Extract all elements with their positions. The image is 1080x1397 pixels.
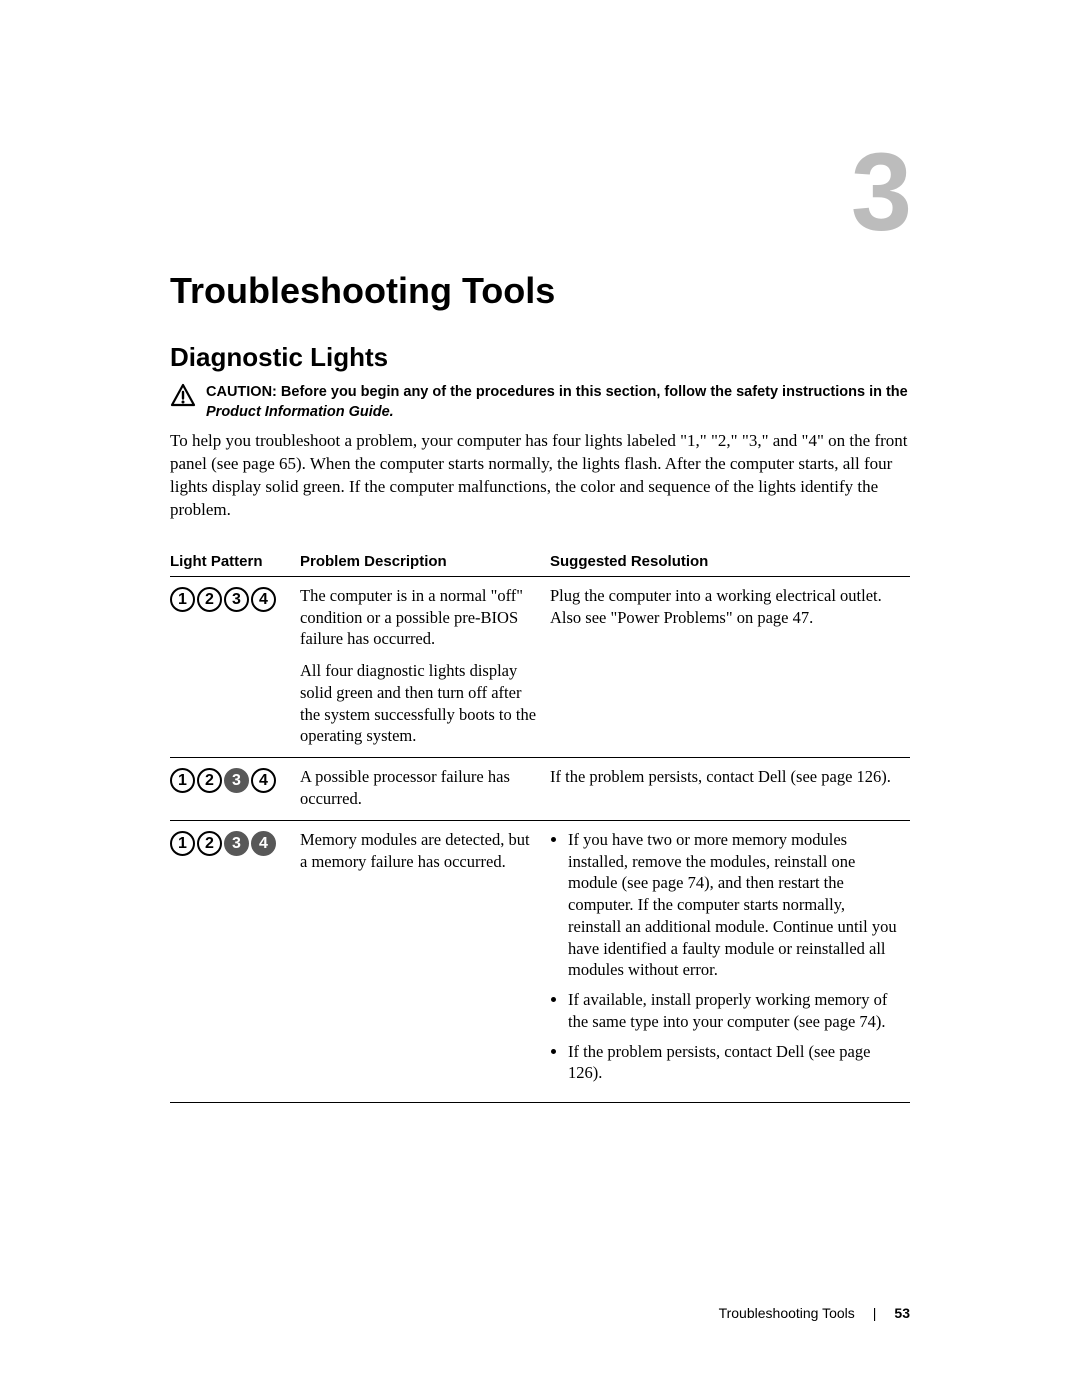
cell-problem-description: Memory modules are detected, but a memor… [300,820,550,1102]
cell-suggested-resolution: If you have two or more memory modules i… [550,820,910,1102]
page-footer: Troubleshooting Tools | 53 [719,1305,910,1321]
light-off-icon: 3 [224,587,249,612]
light-on-icon: 3 [224,831,249,856]
cell-problem-description: A possible processor failure has occurre… [300,758,550,821]
resolution-list-item: If the problem persists, contact Dell (s… [568,1041,900,1085]
light-off-icon: 1 [170,768,195,793]
resolution-list-item: If you have two or more memory modules i… [568,829,900,981]
light-off-icon: 4 [251,587,276,612]
caution-block: CAUTION: Before you begin any of the pro… [170,383,910,422]
resolution-list-item: If available, install properly working m… [568,989,900,1033]
intro-paragraph: To help you troubleshoot a problem, your… [170,430,910,522]
light-off-icon: 2 [197,768,222,793]
light-on-icon: 4 [251,831,276,856]
resolution-list: If you have two or more memory modules i… [550,829,900,1084]
document-page: 3 Troubleshooting Tools Diagnostic Light… [0,0,1080,1397]
light-off-icon: 2 [197,831,222,856]
light-on-icon: 3 [224,768,249,793]
table-row: 1234 A possible processor failure has occ… [170,758,910,821]
light-off-icon: 1 [170,831,195,856]
resolution-text: If the problem persists, contact Dell (s… [550,766,900,788]
footer-page-number: 53 [894,1305,910,1321]
table-row: 1234 Memory modules are detected, but a m… [170,820,910,1102]
section-title: Diagnostic Lights [170,342,910,373]
caution-guide-name: Product Information Guide. [206,404,394,420]
footer-section-name: Troubleshooting Tools [719,1305,855,1321]
caution-text: CAUTION: Before you begin any of the pro… [206,383,910,422]
footer-separator: | [873,1305,877,1321]
th-light-pattern: Light Pattern [170,547,300,577]
light-pattern: 1234 [170,768,290,793]
problem-text: Memory modules are detected, but a memor… [300,829,540,873]
chapter-number: 3 [851,138,912,248]
caution-label: CAUTION: [206,384,277,400]
light-off-icon: 4 [251,768,276,793]
light-pattern: 1234 [170,831,290,856]
light-off-icon: 1 [170,587,195,612]
cell-problem-description: The computer is in a normal "off" condit… [300,576,550,757]
chapter-title: Troubleshooting Tools [170,270,910,312]
table-row: 1234 The computer is in a normal "off" co… [170,576,910,757]
cell-light-pattern: 1234 [170,576,300,757]
caution-body: Before you begin any of the procedures i… [281,384,908,400]
cell-suggested-resolution: If the problem persists, contact Dell (s… [550,758,910,821]
problem-text: A possible processor failure has occurre… [300,766,540,810]
caution-icon [170,383,196,407]
resolution-text: Plug the computer into a working electri… [550,585,900,629]
problem-text: All four diagnostic lights display solid… [300,660,540,747]
light-pattern: 1234 [170,587,290,612]
th-suggested-resolution: Suggested Resolution [550,547,910,577]
cell-light-pattern: 1234 [170,758,300,821]
diagnostic-lights-table: Light Pattern Problem Description Sugges… [170,547,910,1103]
problem-text: The computer is in a normal "off" condit… [300,585,540,650]
light-off-icon: 2 [197,587,222,612]
cell-light-pattern: 1234 [170,820,300,1102]
th-problem-description: Problem Description [300,547,550,577]
cell-suggested-resolution: Plug the computer into a working electri… [550,576,910,757]
